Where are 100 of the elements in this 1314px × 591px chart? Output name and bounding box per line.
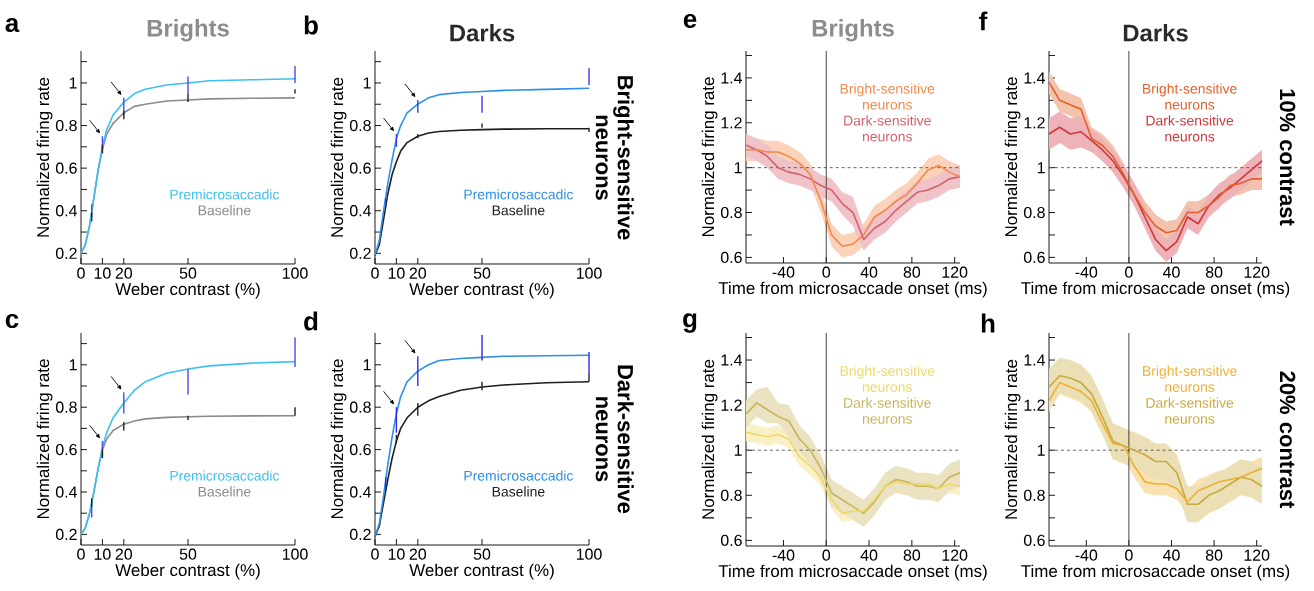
- line-series: [374, 127, 590, 257]
- y-tick-label: 1: [734, 444, 742, 456]
- y-tick-label: 0.6: [1023, 251, 1045, 264]
- y-tick-label: 0.2: [349, 247, 371, 259]
- text: Dark-sensitive neurons: [844, 115, 931, 142]
- x-tick-label: 120: [942, 266, 968, 278]
- text: d: [304, 311, 318, 331]
- y-tick-label: 0.6: [55, 162, 77, 174]
- x-tick-label: 0: [1125, 266, 1133, 278]
- x-tick-label: 20: [115, 548, 133, 560]
- y-axis-title: Normalized firing rate: [701, 359, 718, 519]
- x-tick-label: 20: [115, 267, 133, 279]
- x-tick-label: 10: [388, 267, 405, 279]
- x-tick-label: 120: [1244, 266, 1270, 278]
- x-axis-title: Time from microsaccade onset (ms): [718, 564, 987, 581]
- text: Bright-sensitive neurons: [840, 365, 935, 392]
- text: g: [683, 313, 697, 333]
- y-tick-label: 1: [1037, 162, 1045, 174]
- text: 20% contrast: [1279, 371, 1296, 509]
- y-axis-title: Normalized firing rate: [330, 359, 347, 519]
- y-tick-label: 0.8: [55, 401, 77, 413]
- text: Baseline: [492, 486, 545, 497]
- text: 10% contrast: [1279, 89, 1296, 226]
- text: Baseline: [198, 205, 251, 216]
- y-axis-title: Normalized firing rate: [36, 359, 53, 519]
- text: Premicrosaccadic: [464, 470, 574, 481]
- x-tick-label: 100: [282, 267, 308, 279]
- y-tick-label: 0.8: [720, 206, 742, 219]
- y-tick-label: 0.8: [349, 119, 371, 132]
- x-tick-label: 0: [822, 266, 831, 278]
- y-axis-title: Normalized firing rate: [1004, 359, 1021, 519]
- x-tick-label: 100: [576, 548, 602, 560]
- x-tick-label: 40: [860, 266, 878, 278]
- text: Baseline: [198, 486, 251, 497]
- y-axis-title: Normalized firing rate: [330, 77, 347, 237]
- x-tick-label: 10: [94, 267, 111, 279]
- x-tick-label: 0: [822, 549, 831, 561]
- y-axis-title: Normalized firing rate: [1004, 77, 1021, 237]
- text: Bright-sensitive neurons: [1143, 83, 1237, 110]
- x-tick-label: 10: [94, 548, 111, 560]
- y-tick-label: 1.4: [721, 354, 743, 366]
- x-tick-label: 40: [860, 549, 878, 561]
- x-tick-label: 10: [388, 548, 405, 560]
- y-tick-label: 1.4: [721, 72, 743, 84]
- x-tick-label: 100: [576, 267, 602, 279]
- x-tick-label: 40: [1162, 266, 1180, 278]
- y-tick-label: 0.4: [349, 205, 372, 217]
- y-axis-title: Normalized firing rate: [701, 77, 718, 237]
- y-tick-label: 0.4: [349, 486, 372, 498]
- x-tick-label: 40: [1162, 549, 1180, 561]
- text: Bright-sensitive neurons: [595, 76, 634, 240]
- x-tick-label: 0: [371, 267, 379, 279]
- x-tick-label: 120: [942, 549, 968, 561]
- y-tick-label: 0.8: [720, 489, 742, 501]
- y-tick-label: 1: [1037, 444, 1045, 456]
- y-tick-label: 1.2: [721, 117, 742, 129]
- y-tick-label: 0.6: [1023, 534, 1045, 547]
- x-tick-label: 20: [409, 267, 427, 279]
- text: Dark-sensitive neurons: [1146, 115, 1234, 142]
- y-tick-label: 0.6: [55, 443, 77, 456]
- y-tick-label: 0.4: [55, 486, 78, 498]
- y-tick-label: 1: [363, 359, 371, 371]
- x-axis-title: Time from microsaccade onset (ms): [1021, 564, 1290, 581]
- chart-title: Brights: [147, 19, 229, 42]
- x-tick-label: 20: [409, 548, 427, 560]
- x-tick-label: 120: [1244, 549, 1270, 561]
- text: a: [5, 17, 20, 33]
- y-tick-label: 0.6: [349, 443, 371, 456]
- x-tick-label: 0: [1125, 549, 1133, 561]
- line-series: [374, 87, 590, 257]
- text: Dark-sensitive neurons: [595, 365, 634, 514]
- y-tick-label: 1: [69, 359, 77, 371]
- y-tick-label: 0.2: [349, 528, 371, 541]
- text: f: [979, 11, 988, 31]
- y-tick-label: 1.2: [1024, 117, 1045, 129]
- line-series: [80, 360, 296, 536]
- x-axis-title: Weber contrast (%): [409, 563, 554, 580]
- x-tick-label: 0: [371, 548, 379, 560]
- y-tick-label: 0.6: [720, 251, 742, 264]
- x-tick-label: 50: [179, 267, 197, 279]
- text: Bright-sensitive neurons: [1143, 365, 1237, 392]
- x-tick-label: 50: [473, 267, 491, 279]
- y-tick-label: 0.4: [55, 205, 78, 217]
- text: Dark-sensitive neurons: [844, 397, 931, 424]
- y-tick-label: 0.8: [349, 401, 371, 413]
- x-tick-label: -40: [1075, 549, 1098, 561]
- x-axis-title: Weber contrast (%): [115, 282, 260, 299]
- x-tick-label: 80: [1205, 549, 1223, 561]
- y-tick-label: 1.2: [1024, 399, 1045, 411]
- text: b: [304, 15, 318, 35]
- y-tick-label: 0.6: [720, 534, 742, 547]
- y-tick-label: 1.2: [721, 399, 742, 411]
- x-axis-title: Weber contrast (%): [115, 563, 260, 580]
- x-tick-label: -40: [1075, 266, 1098, 278]
- x-tick-label: 0: [77, 548, 85, 560]
- y-tick-label: 1: [734, 162, 742, 174]
- y-tick-label: 0.2: [55, 528, 77, 541]
- text: Premicrosaccadic: [170, 189, 280, 200]
- y-tick-label: 1.4: [1024, 72, 1046, 84]
- x-tick-label: 80: [1205, 266, 1223, 278]
